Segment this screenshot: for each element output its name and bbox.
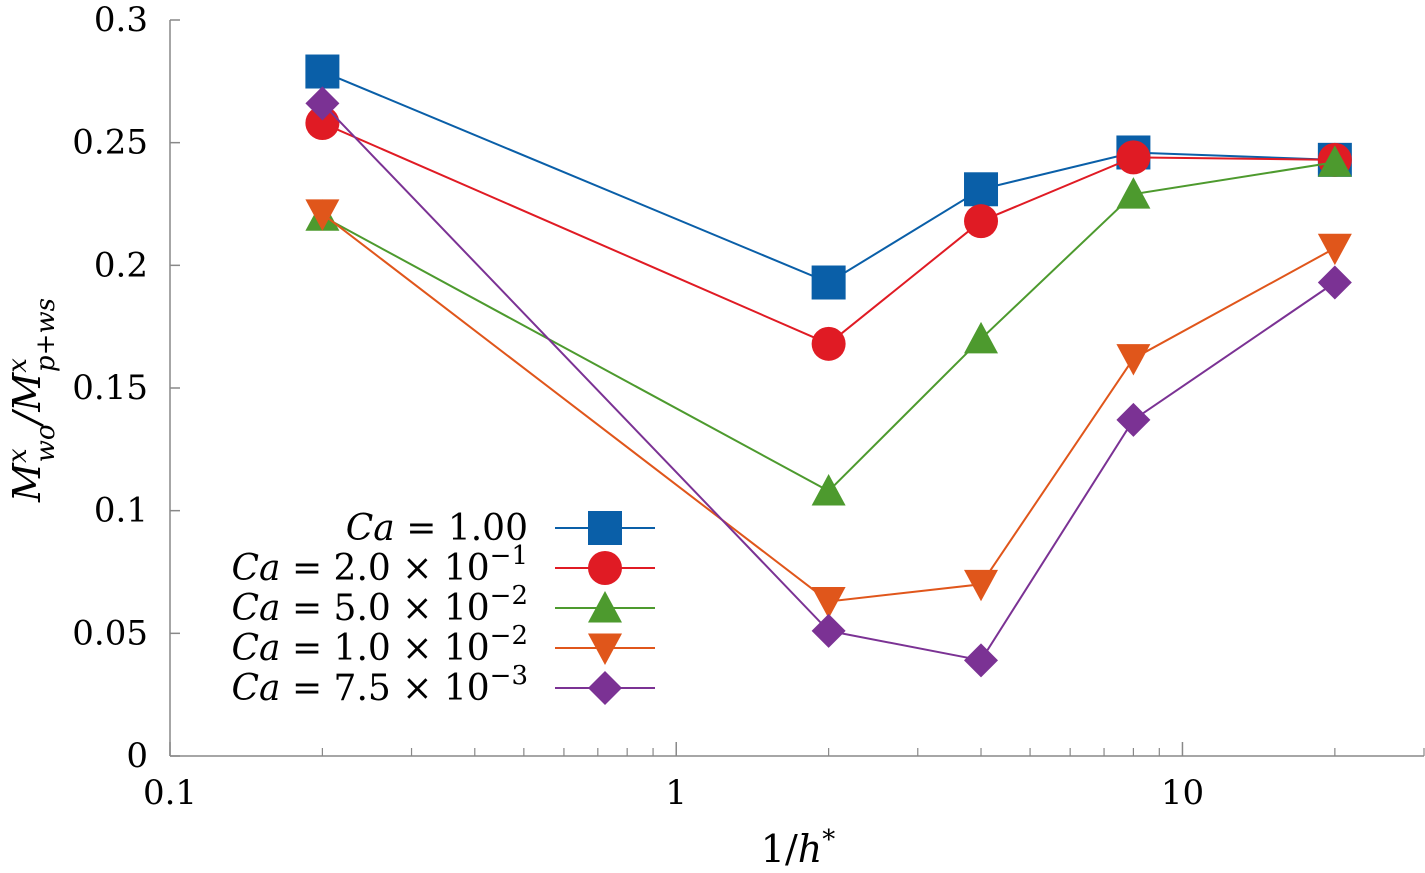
y-tick-label: 0.15 — [72, 368, 148, 408]
legend-label: Ca = 1.00 — [346, 508, 528, 549]
data-point — [305, 199, 340, 231]
series-line — [321, 161, 1336, 493]
legend-marker — [588, 511, 622, 545]
legend-label: Ca = 7.5 × 10−3 — [231, 661, 528, 709]
data-point — [305, 86, 340, 121]
data-point — [811, 586, 846, 619]
data-point — [1317, 233, 1352, 266]
legend-item: Ca = 5.0 × 10−2 — [231, 581, 655, 629]
data-point — [811, 265, 846, 300]
data-point — [811, 613, 846, 648]
legend-label: Ca = 5.0 × 10−2 — [231, 581, 528, 629]
x-axis-label-var: h — [798, 827, 822, 871]
x-tick-label: 10 — [1161, 773, 1204, 813]
legend-marker — [588, 591, 622, 623]
series-line — [322, 70, 1335, 284]
svg-text:Mxwo/Mxp+ws: Mxwo/Mxp+ws — [3, 298, 61, 503]
series-line — [321, 122, 1335, 345]
data-point — [1317, 145, 1352, 177]
y-tick-label: 0.2 — [94, 245, 148, 285]
legend-marker — [588, 633, 622, 665]
series-0 — [305, 54, 1352, 300]
x-axis-label: 1/h* — [761, 825, 835, 871]
data-point — [964, 321, 999, 354]
data-point — [1116, 140, 1151, 175]
series-1 — [305, 106, 1352, 361]
y-tick-label: 0.05 — [72, 613, 148, 653]
y-tick-label: 0.3 — [94, 0, 148, 40]
legend-item: Ca = 1.00 — [346, 508, 655, 549]
legend-marker — [588, 551, 622, 585]
data-point — [811, 474, 846, 506]
legend-label: Ca = 2.0 × 10−1 — [231, 541, 528, 589]
data-point — [1116, 344, 1151, 376]
data-point — [964, 204, 999, 239]
legend-item: Ca = 7.5 × 10−3 — [231, 661, 655, 709]
series-3 — [305, 199, 1352, 619]
data-point — [964, 172, 999, 207]
series-4 — [305, 86, 1352, 678]
data-point — [1317, 265, 1352, 300]
data-point — [1116, 402, 1151, 437]
data-point — [1116, 177, 1151, 209]
series-layer — [305, 54, 1352, 678]
data-point — [964, 569, 999, 602]
data-point — [305, 54, 340, 89]
y-tick-label: 0.25 — [72, 123, 148, 163]
legend-marker — [588, 671, 622, 705]
legend-item: Ca = 1.0 × 10−2 — [231, 621, 655, 669]
axis-labels: 1/h* Mxwo/Mxp+ws — [3, 298, 835, 871]
axes: 0 0.05 0.1 0.15 0.2 0.25 0.3 0.1 1 10 — [72, 0, 1425, 813]
x-axis-label-main: 1/ — [761, 827, 798, 871]
data-point — [811, 326, 846, 361]
y-axis-label: Mxwo/Mxp+ws — [3, 298, 61, 503]
data-point — [964, 643, 999, 678]
x-tick-label: 0.1 — [143, 773, 197, 813]
legend-label: Ca = 1.0 × 10−2 — [231, 621, 528, 669]
data-point — [305, 106, 340, 141]
y-tick-label: 0 — [126, 736, 148, 776]
x-tick-label: 1 — [665, 773, 687, 813]
x-axis-label-sup: * — [822, 825, 835, 855]
legend-item: Ca = 2.0 × 10−1 — [231, 541, 655, 589]
y-tick-label: 0.1 — [94, 491, 148, 531]
